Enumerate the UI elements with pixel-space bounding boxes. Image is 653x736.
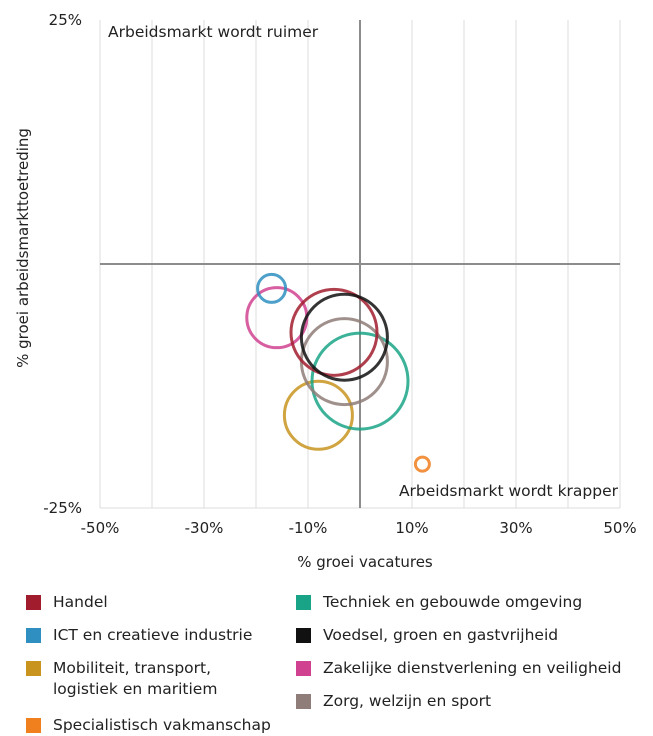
bubbles bbox=[245, 272, 431, 473]
bubble-mark bbox=[282, 379, 354, 451]
y-axis-title: % groei arbeidsmarkttoetreding bbox=[14, 128, 32, 368]
x-tick-label: -50% bbox=[81, 519, 120, 537]
bubble-mark bbox=[413, 455, 431, 473]
bubble-chart: -50% -30% -10% 10% 30% 50% 25% -25% Arbeidsmark… bbox=[14, 11, 637, 571]
legend-label: Zorg, welzijn en sport bbox=[323, 692, 492, 710]
legend-label: Techniek en gebouwde omgeving bbox=[323, 593, 583, 611]
x-tick-label: 50% bbox=[603, 519, 636, 537]
legend-item: Zakelijke dienstverlening en veiligheid bbox=[296, 658, 621, 679]
y-tick-label: 25% bbox=[49, 11, 82, 29]
legend-swatch bbox=[296, 595, 311, 610]
legend-item: Mobiliteit, transport, logistiek en mari… bbox=[26, 658, 217, 700]
x-tick-label: -30% bbox=[185, 519, 224, 537]
bubble-mark bbox=[256, 272, 288, 304]
legend-label: ICT en creatieve industrie bbox=[53, 626, 253, 644]
legend-item: Handel bbox=[26, 592, 108, 613]
legend-swatch bbox=[26, 628, 41, 643]
legend-swatch bbox=[26, 661, 41, 676]
legend-swatch bbox=[26, 718, 41, 733]
bubble-mark bbox=[289, 287, 379, 377]
legend-swatch bbox=[26, 595, 41, 610]
legend-label: Voedsel, groen en gastvrijheid bbox=[323, 626, 559, 644]
x-tick-label: -10% bbox=[289, 519, 328, 537]
x-tick-label: 30% bbox=[499, 519, 532, 537]
bubble-mark bbox=[299, 292, 389, 382]
legend-swatch bbox=[296, 661, 311, 676]
annotation-top-left: Arbeidsmarkt wordt ruimer bbox=[108, 23, 319, 41]
legend-item: Zorg, welzijn en sport bbox=[296, 691, 491, 712]
y-tick-label: -25% bbox=[43, 499, 82, 517]
legend-label: Zakelijke dienstverlening en veiligheid bbox=[323, 659, 622, 677]
tick-labels: -50% -30% -10% 10% 30% 50% 25% -25% bbox=[43, 11, 636, 537]
x-axis-title: % groei vacatures bbox=[297, 553, 433, 571]
bubble-mark bbox=[310, 331, 410, 431]
legend-swatch bbox=[296, 628, 311, 643]
legend-swatch bbox=[296, 694, 311, 709]
legend-item: Specialistisch vakmanschap bbox=[26, 715, 271, 736]
legend-item: Techniek en gebouwde omgeving bbox=[296, 592, 582, 613]
x-tick-label: 10% bbox=[395, 519, 428, 537]
axes bbox=[100, 20, 620, 508]
legend-item: Voedsel, groen en gastvrijheid bbox=[296, 625, 558, 646]
legend-label: Specialistisch vakmanschap bbox=[53, 716, 271, 734]
legend-label: Mobiliteit, transport, logistiek en mari… bbox=[53, 659, 218, 698]
legend-item: ICT en creatieve industrie bbox=[26, 625, 252, 646]
annotation-bottom-right: Arbeidsmarkt wordt krapper bbox=[399, 482, 619, 500]
legend-label: Handel bbox=[53, 593, 108, 611]
